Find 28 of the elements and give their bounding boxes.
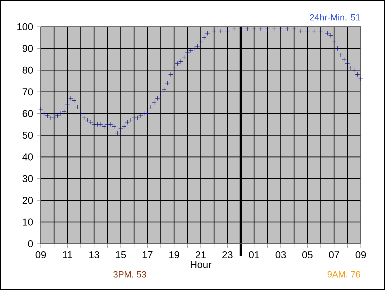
x-tick-label: 15 [116, 252, 126, 258]
y-tick-label: 30 [22, 175, 34, 182]
x-tick-label: 21 [196, 252, 206, 258]
x-tick-label: 05 [302, 252, 313, 259]
y-tick-label: 60 [22, 110, 34, 118]
y-tick-label: 50 [22, 132, 34, 140]
x-tick-label: 19 [170, 252, 180, 259]
x-tick-label: 09 [36, 252, 46, 259]
x-tick-label: 07 [329, 252, 340, 259]
y-tick-label: 100 [18, 23, 34, 31]
x-tick-label: 09 [356, 252, 366, 259]
text: 3PM. 53 [114, 271, 146, 278]
y-tick-label: 70 [22, 88, 34, 96]
x-tick-label: 01 [249, 252, 260, 259]
text: 9AM. 76 [328, 271, 360, 278]
y-tick-label: 80 [22, 66, 34, 74]
x-tick-label: 13 [90, 252, 100, 259]
text: 24hr-Min. 51 [310, 14, 360, 21]
x-tick-label: 23 [222, 252, 233, 259]
x-tick-label: 17 [142, 252, 153, 258]
y-tick-label: 90 [22, 45, 34, 52]
y-tick-label: 40 [22, 154, 34, 161]
x-tick-label: 03 [276, 252, 286, 259]
x-tick-label: 11 [63, 252, 72, 258]
y-tick-label: 10 [23, 218, 34, 226]
y-tick-label: 0 [28, 240, 34, 248]
y-tick-label: 20 [22, 197, 34, 204]
x-axis-title: Hour [191, 261, 212, 268]
